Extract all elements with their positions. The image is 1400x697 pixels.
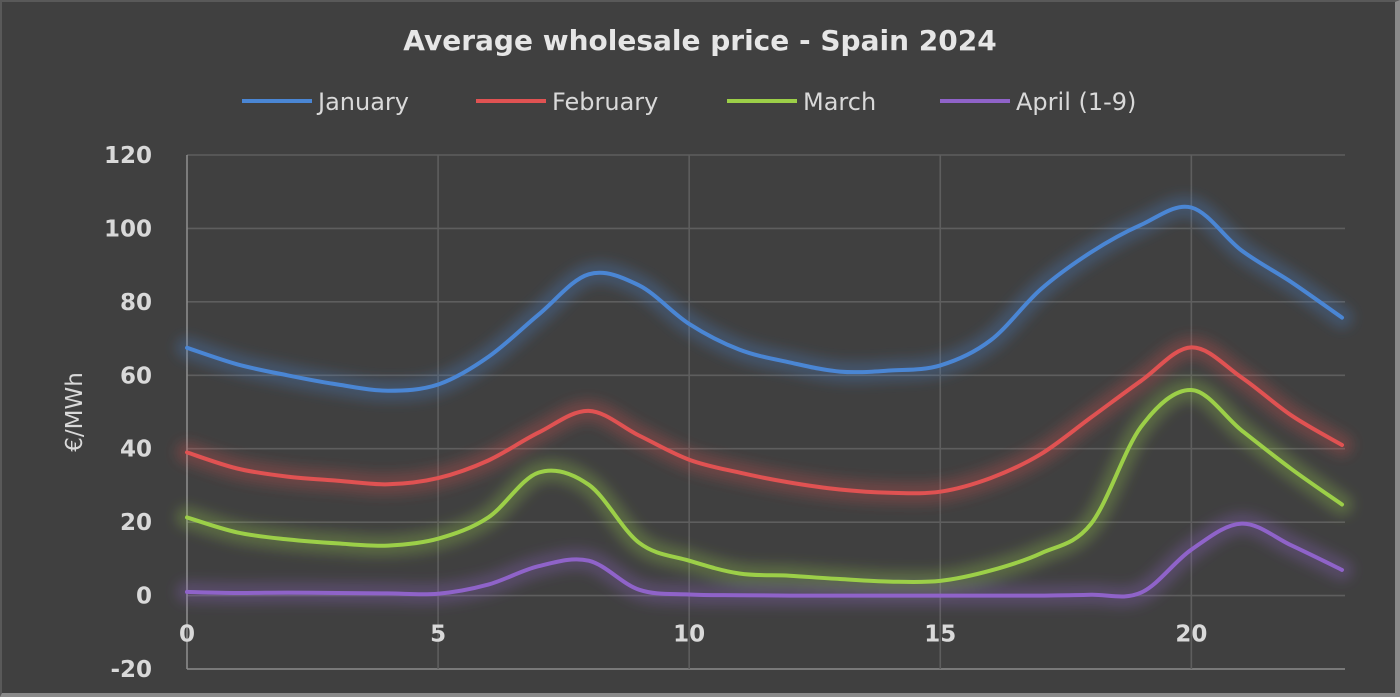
y-tick-label: 120 — [104, 143, 152, 169]
y-tick-label: 40 — [120, 437, 152, 463]
y-tick-label: 80 — [120, 290, 152, 316]
x-tick-label: 15 — [924, 622, 956, 648]
series-line-february — [185, 345, 1344, 496]
y-tick-label: 100 — [104, 216, 152, 242]
legend: January February March April (1-9) — [242, 88, 1136, 116]
series-glows — [176, 195, 1353, 608]
y-tick-label: 20 — [120, 510, 152, 536]
x-tick-label: 10 — [673, 622, 705, 648]
legend-label-april: April (1-9) — [1016, 88, 1136, 116]
x-axis-ticks: 0 5 10 15 20 — [179, 622, 1207, 648]
series-line-january — [185, 204, 1344, 393]
legend-item-march: March — [727, 88, 876, 116]
chart-title: Average wholesale price - Spain 2024 — [403, 24, 996, 57]
y-tick-label: 0 — [136, 584, 152, 610]
x-tick-label: 20 — [1175, 622, 1207, 648]
series-line-april-1-9 — [185, 521, 1344, 599]
legend-label-march: March — [803, 88, 876, 116]
legend-item-april: April (1-9) — [940, 88, 1136, 116]
series-glow-february — [176, 336, 1353, 505]
y-tick-label: 60 — [120, 363, 152, 389]
y-axis-ticks: -20 0 20 40 60 80 100 120 — [104, 143, 152, 683]
series-line-march — [185, 387, 1344, 585]
x-tick-label: 0 — [179, 622, 195, 648]
series-lines — [185, 204, 1344, 599]
legend-item-february: February — [476, 88, 658, 116]
legend-label-january: January — [316, 88, 409, 116]
x-tick-label: 5 — [430, 622, 446, 648]
legend-label-february: February — [552, 88, 658, 116]
legend-item-january: January — [242, 88, 409, 116]
y-tick-label: -20 — [110, 657, 152, 683]
y-axis-label: €/MWh — [62, 372, 88, 452]
